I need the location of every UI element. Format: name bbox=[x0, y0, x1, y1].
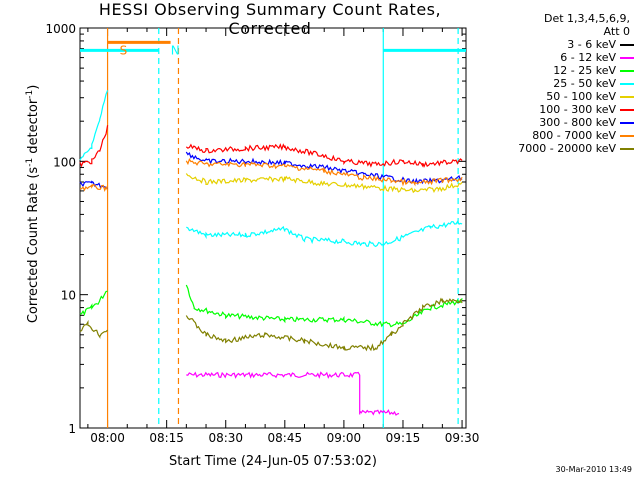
series-line bbox=[185, 157, 463, 187]
legend-swatch bbox=[620, 108, 634, 111]
legend-entry: 25 - 50 keV bbox=[476, 77, 634, 90]
series-line bbox=[186, 371, 400, 416]
y-tick-label: 1 bbox=[68, 422, 76, 436]
footer-timestamp: 30-Mar-2010 13:49 bbox=[555, 465, 633, 474]
annotation-label: S bbox=[120, 43, 128, 57]
series-line bbox=[79, 180, 108, 190]
legend-label: 12 - 25 keV bbox=[553, 64, 616, 77]
legend-label: 3 - 6 keV bbox=[567, 38, 616, 51]
legend-swatch bbox=[620, 95, 634, 98]
x-tick-label: 08:00 bbox=[90, 431, 125, 445]
x-tick-label: 08:45 bbox=[268, 431, 303, 445]
legend-label: 800 - 7000 keV bbox=[532, 129, 616, 142]
legend-entry: 800 - 7000 keV bbox=[476, 129, 634, 142]
x-tick-label: 08:15 bbox=[149, 431, 184, 445]
y-tick-label: 100 bbox=[53, 155, 76, 169]
axes-frame bbox=[79, 27, 467, 429]
legend-header-line1: Det 1,3,4,5,6,9, bbox=[543, 12, 630, 25]
legend-swatch bbox=[620, 56, 634, 59]
series-line bbox=[185, 173, 463, 194]
legend-swatch bbox=[620, 121, 634, 124]
series-line bbox=[185, 143, 463, 168]
x-tick-label: 08:30 bbox=[208, 431, 243, 445]
series-line bbox=[186, 220, 463, 248]
series-line bbox=[79, 183, 109, 193]
legend-entry: 7000 - 20000 keV bbox=[476, 142, 634, 155]
series-line bbox=[185, 284, 463, 328]
legend-swatch bbox=[620, 134, 634, 137]
x-tick-label: 09:30 bbox=[445, 431, 480, 445]
legend-entry: 100 - 300 keV bbox=[476, 103, 634, 116]
legend-swatch bbox=[620, 82, 634, 85]
annotation-label: N bbox=[171, 43, 180, 57]
legend-entry: 6 - 12 keV bbox=[476, 51, 634, 64]
series-line bbox=[79, 290, 108, 316]
legend-entry: 50 - 100 keV bbox=[476, 90, 634, 103]
legend-swatch bbox=[620, 147, 634, 150]
y-tick-label: 10 bbox=[61, 289, 76, 303]
legend-entry: 12 - 25 keV bbox=[476, 64, 634, 77]
legend-label: 25 - 50 keV bbox=[553, 77, 616, 90]
series-line bbox=[79, 90, 109, 161]
legend-label: 50 - 100 keV bbox=[546, 90, 616, 103]
y-tick-label: 1000 bbox=[45, 22, 76, 36]
x-tick-label: 09:00 bbox=[327, 431, 362, 445]
series-line bbox=[185, 297, 463, 352]
x-axis-label: Start Time (24-Jun-05 07:53:02) bbox=[169, 454, 377, 469]
legend-label: 6 - 12 keV bbox=[560, 51, 616, 64]
legend-swatch bbox=[620, 43, 634, 46]
legend-header-line2: Att 0 bbox=[603, 25, 630, 38]
legend-entry: 3 - 6 keV bbox=[476, 38, 634, 51]
series-line bbox=[79, 319, 109, 339]
legend-label: 7000 - 20000 keV bbox=[518, 142, 616, 155]
legend: Det 1,3,4,5,6,9, Att 0 3 - 6 keV 6 - 12 k… bbox=[476, 12, 634, 155]
legend-label: 100 - 300 keV bbox=[539, 103, 616, 116]
legend-entry: 300 - 800 keV bbox=[476, 116, 634, 129]
legend-label: 300 - 800 keV bbox=[539, 116, 616, 129]
x-tick-label: 09:15 bbox=[386, 431, 421, 445]
legend-swatch bbox=[620, 69, 634, 72]
series-line bbox=[79, 125, 109, 168]
